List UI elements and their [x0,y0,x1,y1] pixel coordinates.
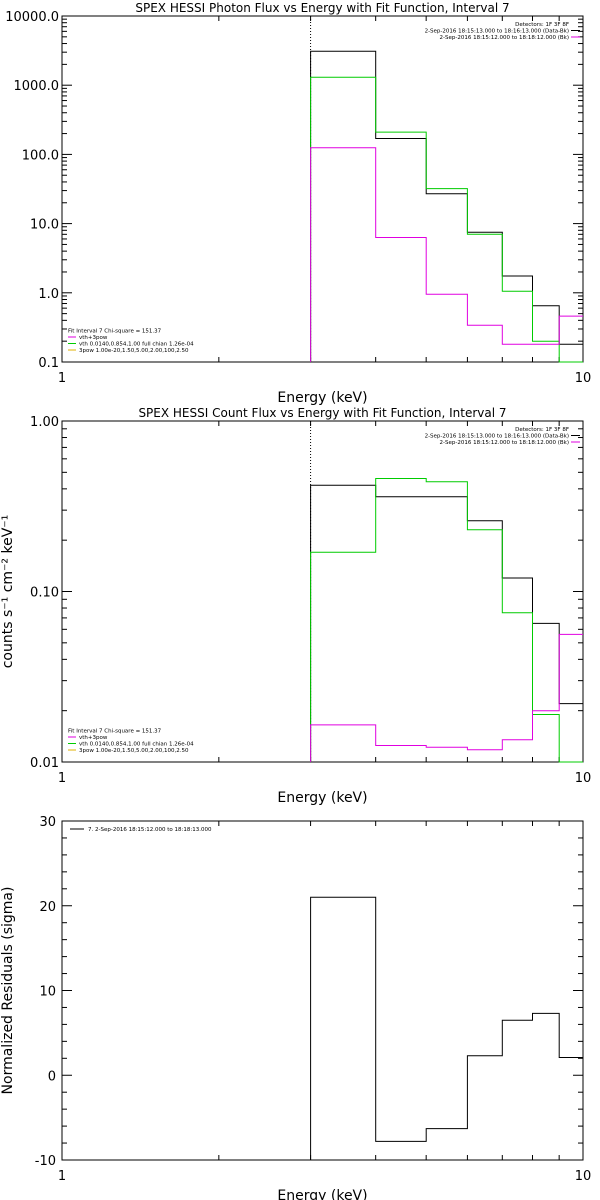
plot-frame-2 [61,820,584,1161]
y-tick-label-2-3: 0 [48,1069,56,1084]
series-line-1-2 [310,633,583,762]
legend-bottom-1-1: vth+3pow [79,735,108,741]
x-axis-label-2: Energy (keV) [277,1188,367,1200]
series-line-0-1 [310,76,583,363]
y-tick-label-0-1: 1000.0 [14,79,60,94]
y-tick-label-0-0: 10000.0 [5,10,59,25]
chart-title-0: SPEX HESSI Photon Flux vs Energy with Fi… [135,1,509,15]
legend-bottom-1-2: vth 0.0140,0.854,1.00 full chian 1.26e-0… [79,742,194,748]
legend-top-1-0: Detectors: 1F 3F 8F [515,427,569,433]
series-line-1-0 [310,484,583,762]
y-tick-label-1-2: 0.01 [30,756,59,771]
series-line-2-0 [310,896,583,1160]
x-axis-label-0: Energy (keV) [277,390,367,406]
y-tick-label-1-1: 0.10 [30,586,59,601]
series-line-0-2 [310,147,583,362]
y-tick-label-2-0: 30 [39,815,56,830]
legend-bottom-0-2: vth 0.0140,0.854,1.00 full chian 1.26e-0… [79,342,194,348]
x-tick-label-2-0: 1 [58,1169,66,1184]
x-axis-label-1: Energy (keV) [277,790,367,806]
x-tick-label-1-1: 10 [575,771,592,786]
legend-bottom-1-3: 3pow 1.00e-20,1.50,5.00,2.00,100,2.50 [79,748,189,754]
legend-bottom-0-3: 3pow 1.00e-20,1.50,5.00,2.00,100,2.50 [79,348,189,354]
chart-title-1: SPEX HESSI Count Flux vs Energy with Fit… [138,406,506,420]
plot-frame-0 [61,15,584,363]
y-tick-label-2-4: -10 [35,1154,56,1169]
x-tick-label-0-1: 10 [575,371,592,386]
y-tick-label-0-2: 100.0 [22,148,59,163]
y-tick-label-0-5: 0.1 [38,356,59,371]
legend-top-1-2: 2-Sep-2016 18:15:12.000 to 18:18:12.000 … [440,440,570,446]
legend-bottom-0-1: vth+3pow [79,335,108,341]
legend-top-1-1: 2-Sep-2016 18:15:13.000 to 18:16:13.000 … [425,434,569,440]
series-line-1-1 [310,478,583,763]
y-tick-label-2-1: 20 [39,900,56,915]
legend-bottom-1-0: Fit Interval 7 Chi-square = 151.37 [68,729,162,735]
legend-top-2-0: 7. 2-Sep-2016 18:15:12.000 to 18:18:13.0… [88,827,212,833]
legend-top-0-2: 2-Sep-2016 18:15:12.000 to 18:18:12.000 … [440,35,570,41]
x-tick-label-0-0: 1 [58,371,66,386]
y-axis-label-1: counts s⁻¹ cm⁻² keV⁻¹ [0,515,16,669]
y-tick-label-2-2: 10 [39,985,56,1000]
legend-top-0-0: Detectors: 1F 3F 8F [515,22,569,28]
y-tick-label-0-3: 10.0 [30,218,59,233]
x-tick-label-2-1: 10 [575,1169,592,1184]
y-tick-label-1-0: 1.00 [30,415,59,430]
series-line-0-0 [310,50,583,362]
legend-top-0-1: 2-Sep-2016 18:15:13.000 to 18:16:13.000 … [425,29,569,35]
y-axis-label-2: Normalized Residuals (sigma) [0,887,16,1095]
y-tick-label-0-4: 1.0 [38,287,59,302]
x-tick-label-1-0: 1 [58,771,66,786]
legend-bottom-0-0: Fit Interval 7 Chi-square = 151.37 [68,329,162,335]
plot-frame-1 [61,420,584,763]
